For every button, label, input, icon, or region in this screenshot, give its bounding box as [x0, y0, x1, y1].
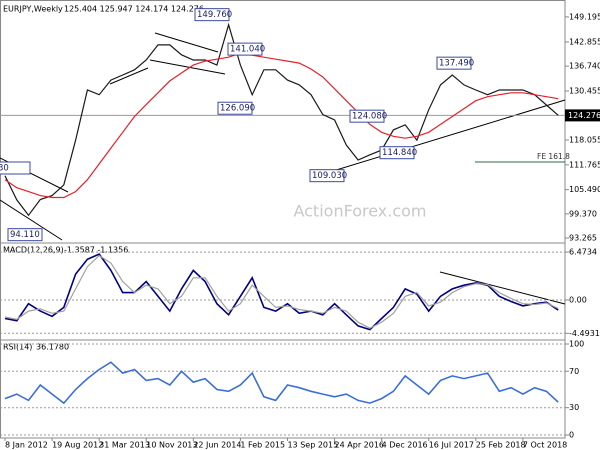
y-tick-label: 142.855	[569, 37, 600, 46]
annotation-box	[194, 8, 230, 22]
watermark: ActionForex.com	[293, 202, 426, 221]
annotation-label: 124.080	[352, 112, 387, 122]
plot-frame	[0, 0, 566, 439]
annotation-box	[436, 56, 472, 70]
annotation-label: 114.840	[382, 148, 417, 158]
last-price-box	[565, 109, 600, 122]
annotation-label: 94.110	[10, 230, 40, 240]
panel-title: RSI(14)	[3, 343, 32, 352]
y-tick-label: 111.765	[569, 160, 600, 169]
x-tick-label: 13 Sep 2015	[287, 441, 338, 450]
series-line	[4, 22, 559, 217]
y-tick-label: -4.4931	[569, 329, 600, 338]
annotation-label: 141.040	[230, 45, 265, 55]
y-tick-label: 100	[569, 340, 584, 349]
series-line	[4, 361, 559, 405]
annotation-box	[349, 109, 385, 123]
y-tick-label: 30	[569, 403, 579, 412]
annotation-label: 149.760	[197, 10, 232, 20]
x-tick-label: 1 Feb 2015	[240, 441, 285, 450]
annotation-box	[379, 146, 415, 160]
x-tick-label: 31 Mar 2013	[99, 441, 150, 450]
x-tick-label: 24 Apr 2016	[335, 441, 384, 450]
y-tick-label: 130.455	[569, 86, 600, 95]
annotation-box	[0, 161, 31, 175]
annotation-label: 126.090	[220, 104, 255, 114]
trend-line	[109, 67, 149, 85]
panel-title: EURJPY,Weekly	[3, 5, 63, 14]
trend-line	[439, 271, 566, 305]
series-line	[4, 52, 559, 199]
y-tick-label: 6.4734	[569, 248, 597, 257]
annotation-label: 109.030	[312, 171, 347, 181]
x-tick-label: 19 Aug 2012	[52, 441, 103, 450]
y-tick-label: 70	[569, 367, 579, 376]
x-tick-label: 8 Jan 2012	[5, 441, 48, 450]
trend-line	[149, 59, 226, 75]
y-tick-label: 99.370	[569, 209, 597, 218]
trend-line	[0, 199, 63, 241]
panel-title: MACD(12,26,9)	[3, 246, 64, 255]
trend-line	[154, 32, 219, 53]
x-tick-label: 10 Nov 2013	[146, 441, 197, 450]
fib-label: FE 161.8	[537, 152, 570, 161]
panel-info: -1.3587 -1.1356	[64, 246, 128, 255]
y-tick-label: 136.740	[569, 62, 600, 71]
y-tick-label: 93.265	[569, 233, 597, 242]
series-line	[4, 253, 559, 331]
series-line	[4, 254, 559, 329]
annotation-label: 30	[0, 164, 9, 174]
trend-line	[309, 99, 566, 179]
x-tick-label: 7 Oct 2018	[523, 441, 567, 450]
panel-info: 125.404 125.947 124.174 124.276	[64, 5, 204, 14]
annotation-box	[309, 169, 345, 183]
last-price-label: 124.276	[568, 111, 600, 120]
x-tick-label: 4 Dec 2016	[382, 441, 428, 450]
x-tick-label: 25 Feb 2018	[476, 441, 526, 450]
annotation-box	[217, 101, 253, 115]
annotation-box	[7, 228, 43, 242]
y-tick-label: 149.195	[569, 12, 600, 21]
annotation-box	[227, 42, 263, 56]
y-tick-label: 105.490	[569, 185, 600, 194]
y-tick-label: 0	[569, 430, 574, 439]
y-tick-label: 0.00	[569, 296, 587, 305]
annotation-label: 137.490	[439, 59, 474, 69]
x-tick-label: 22 Jun 2014	[193, 441, 241, 450]
y-tick-label: 118.055	[569, 135, 600, 144]
panel-info: 36.1780	[36, 343, 69, 352]
x-tick-label: 16 Jul 2017	[429, 441, 474, 450]
